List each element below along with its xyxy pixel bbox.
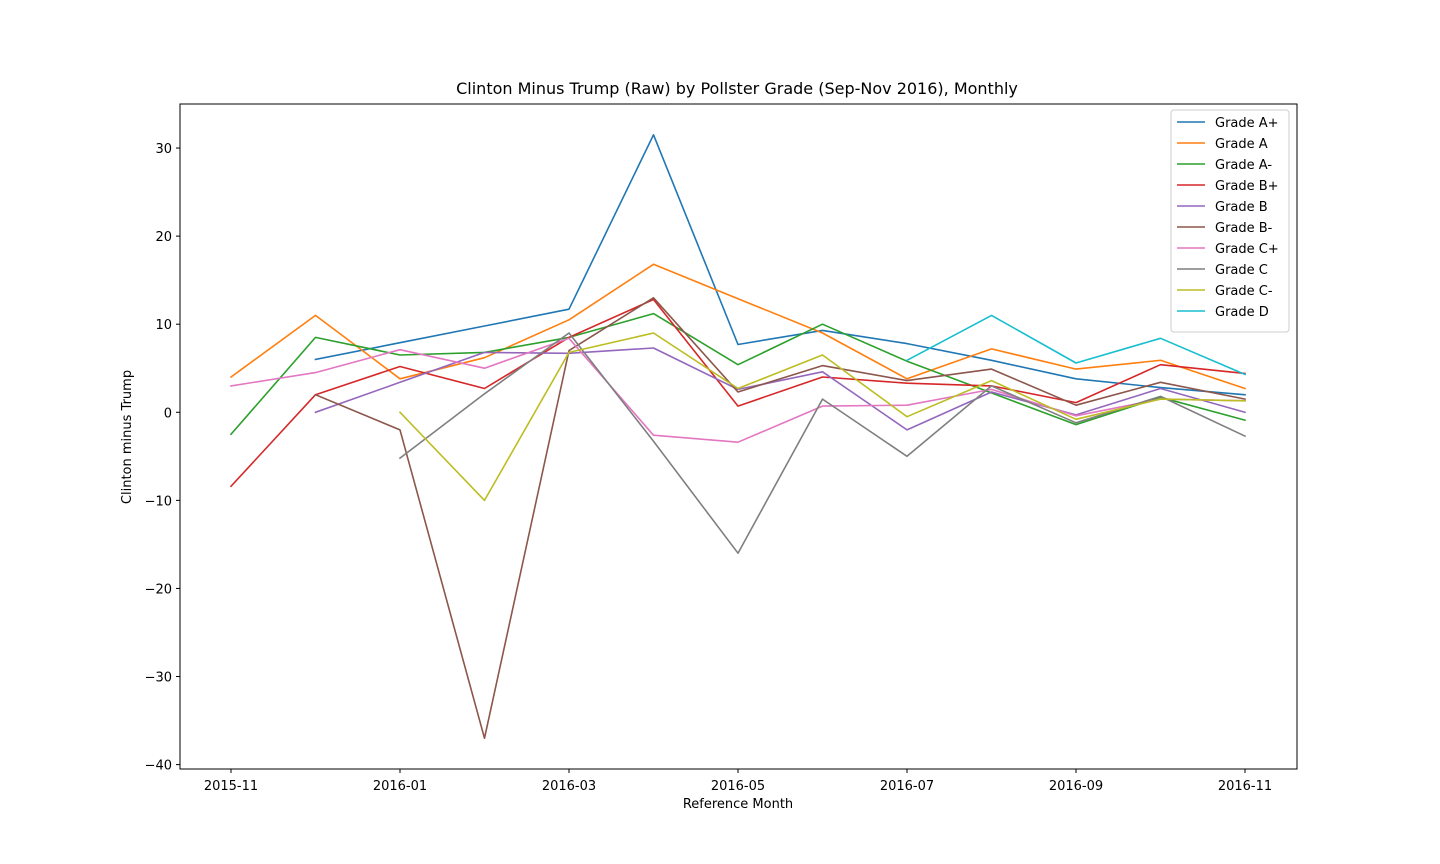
- y-axis-label: Clinton minus Trump: [120, 370, 135, 504]
- series-line-grade-c: [230, 337, 1246, 444]
- x-tick-label: 2016-07: [880, 779, 934, 794]
- x-tick-label: 2016-03: [542, 779, 596, 794]
- y-tick-label: −10: [145, 494, 172, 509]
- series-line-grade-d: [905, 314, 1247, 376]
- x-tick-label: 2015-11: [204, 779, 258, 794]
- legend-label: Grade A+: [1215, 116, 1279, 131]
- series-lines: [229, 134, 1247, 740]
- y-axis-ticks: −40 −30 −20 −10 0 10 20 30: [145, 142, 180, 774]
- series-line-grade-a: [229, 263, 1247, 390]
- series-line-grade-a: [314, 134, 1246, 396]
- y-tick-label: −40: [145, 759, 172, 774]
- legend-label: Grade B: [1215, 200, 1268, 215]
- series-line-grade-c: [398, 332, 1247, 555]
- x-tick-label: 2016-01: [373, 779, 427, 794]
- x-axis-label: Reference Month: [683, 797, 793, 812]
- y-tick-label: 30: [155, 142, 172, 157]
- series-line-grade-b: [314, 347, 1246, 431]
- legend-label: Grade A-: [1215, 158, 1272, 173]
- series-line-grade-b: [229, 298, 1246, 488]
- y-tick-label: −20: [145, 582, 172, 597]
- legend-label: Grade A: [1215, 137, 1268, 152]
- legend-label: Grade C+: [1215, 242, 1279, 257]
- series-line-grade-b: [314, 296, 1246, 740]
- legend-label: Grade D: [1215, 305, 1269, 320]
- x-tick-label: 2016-05: [711, 779, 765, 794]
- x-tick-label: 2016-09: [1049, 779, 1103, 794]
- y-tick-label: 0: [164, 406, 172, 421]
- x-axis-ticks: 2015-11 2016-01 2016-03 2016-05 2016-07 2016-…: [204, 769, 1272, 794]
- x-tick-label: 2016-11: [1218, 779, 1272, 794]
- y-tick-label: 20: [155, 230, 172, 245]
- y-tick-label: −30: [145, 671, 172, 686]
- legend-label: Grade B+: [1215, 179, 1279, 194]
- series-line-grade-c: [398, 332, 1246, 502]
- series-line-grade-a: [229, 312, 1246, 436]
- y-tick-label: 10: [155, 318, 172, 333]
- legend-label: Grade C: [1215, 263, 1268, 278]
- legend-frame: [1170, 109, 1290, 333]
- chart-title: Clinton Minus Trump (Raw) by Pollster Gr…: [456, 79, 1018, 98]
- legend: Grade A+ Grade A Grade A- Grade B+ Grade B Gr…: [1170, 109, 1290, 333]
- legend-label: Grade C-: [1215, 284, 1273, 299]
- legend-label: Grade B-: [1215, 221, 1273, 236]
